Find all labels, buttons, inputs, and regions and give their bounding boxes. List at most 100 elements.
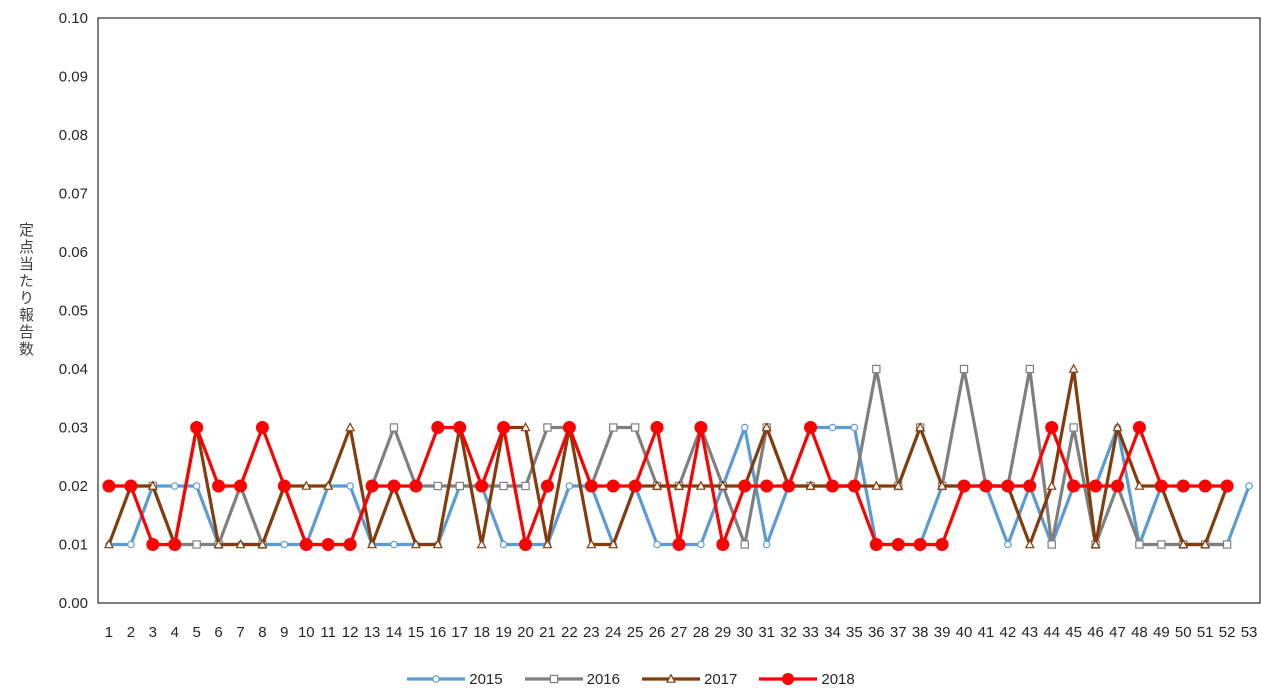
x-tick-label: 18 (473, 624, 490, 641)
y-tick-label: 0.00 (59, 595, 88, 612)
x-tick-label: 38 (912, 624, 929, 641)
series-2016-point (872, 364, 881, 374)
series-2015-point (499, 540, 508, 549)
series-2017-point (1178, 539, 1189, 549)
legend-label: 2018 (821, 670, 855, 688)
series-2016-point (959, 364, 969, 374)
series-2016-point (1025, 364, 1034, 374)
x-tick-label: 23 (583, 624, 600, 641)
series-2016-point (1047, 540, 1056, 549)
series-2017-point (1134, 480, 1145, 490)
series-2018-point (146, 538, 160, 551)
x-tick-label: 40 (956, 624, 973, 641)
x-tick-label: 16 (429, 624, 446, 641)
series-2017-point (213, 539, 224, 549)
series-2017-point (520, 422, 531, 432)
x-axis-ticks: 1 2 3 4 5 6 7 8 9 10 11 12 13 14 15 16 17 18 19 20 21 22 23 24 2… (105, 624, 1258, 641)
series-2017-point (805, 480, 816, 490)
x-tick-label: 8 (258, 624, 266, 641)
series-2018-point (1154, 479, 1168, 493)
series-2015-point (1245, 482, 1253, 490)
series-2018-point (1220, 479, 1234, 493)
series-2017-line (107, 367, 1229, 547)
legend-item-2017: 2017 (642, 668, 737, 690)
series-2015-point (346, 482, 354, 490)
series-2017-point (608, 539, 619, 549)
legend-swatch (642, 673, 700, 683)
y-tick-label: 0.09 (59, 69, 88, 86)
series-2018-point (825, 479, 839, 493)
series-2017-point (1046, 480, 1057, 490)
y-tick-label: 0.01 (59, 537, 88, 554)
series-2017-point (1200, 539, 1211, 549)
series-2017-point (761, 422, 772, 432)
series-2016-point (1222, 540, 1232, 549)
series-2018-point (847, 479, 861, 493)
x-tick-label: 45 (1065, 624, 1082, 641)
x-tick-label: 12 (342, 624, 359, 641)
x-tick-label: 20 (517, 624, 534, 641)
series-2015-point (170, 482, 179, 490)
series-2018-point (497, 421, 511, 434)
series-2018-point (1045, 421, 1059, 434)
series-2018-point (1089, 479, 1103, 493)
series-2018-line (108, 425, 1228, 547)
x-tick-label: 15 (408, 624, 425, 641)
series-2018-point (760, 479, 774, 493)
x-tick-label: 34 (824, 624, 841, 641)
legend-swatch (407, 675, 466, 683)
series-2015-point (127, 540, 135, 549)
series-2018-point (1067, 479, 1081, 493)
legend-item-2018: 2018 (759, 668, 855, 690)
series-2018-point (957, 479, 971, 493)
series-2017-point (147, 480, 158, 490)
x-tick-label: 26 (649, 624, 666, 641)
x-tick-label: 44 (1043, 624, 1060, 641)
y-tick-label: 0.05 (59, 303, 88, 320)
series-2016-point (455, 481, 464, 491)
series-2017-point (871, 480, 882, 490)
series-2018-point (738, 479, 752, 493)
legend-swatch (759, 673, 818, 685)
series-2015-point (697, 540, 705, 549)
series-2018-point (891, 538, 905, 551)
series-2017-point (1024, 539, 1035, 549)
y-tick-label: 0.03 (59, 420, 88, 437)
series-2016-point (389, 423, 399, 432)
x-tick-label: 51 (1197, 624, 1214, 641)
series-2017-point (1090, 539, 1101, 549)
y-tick-label: 0.06 (59, 244, 88, 261)
x-tick-label: 47 (1109, 624, 1126, 641)
series-2015-point (565, 482, 574, 490)
x-tick-label: 46 (1087, 624, 1104, 641)
series-2018-point (475, 479, 489, 493)
series-2017-point (301, 480, 312, 490)
y-tick-label: 0.10 (59, 10, 88, 27)
series-2018-point (234, 479, 248, 493)
x-tick-label: 4 (171, 624, 179, 641)
y-axis-label: 定点当たり報告数 (17, 222, 35, 358)
x-tick-label: 27 (671, 624, 688, 641)
x-tick-label: 1 (105, 624, 113, 641)
x-tick-label: 39 (934, 624, 951, 641)
y-tick-label: 0.08 (59, 127, 88, 144)
series-2018-point (1001, 479, 1015, 493)
x-tick-label: 24 (605, 624, 622, 641)
series-2017-point (410, 539, 421, 549)
series-2015-point (762, 540, 771, 549)
x-tick-label: 30 (736, 624, 753, 641)
series-2017-point (695, 480, 706, 490)
series-2017-point (235, 539, 246, 549)
series-2018-point (212, 479, 226, 493)
series-2016-point (499, 481, 508, 491)
x-tick-label: 53 (1241, 624, 1258, 641)
series-2018-point (650, 421, 664, 434)
series-2018-point (804, 421, 818, 434)
x-tick-label: 14 (386, 624, 403, 641)
legend-swatch (524, 674, 583, 684)
y-tick-label: 0.02 (59, 478, 88, 495)
x-tick-label: 10 (298, 624, 315, 641)
x-tick-label: 43 (1021, 624, 1038, 641)
x-tick-label: 37 (890, 624, 907, 641)
